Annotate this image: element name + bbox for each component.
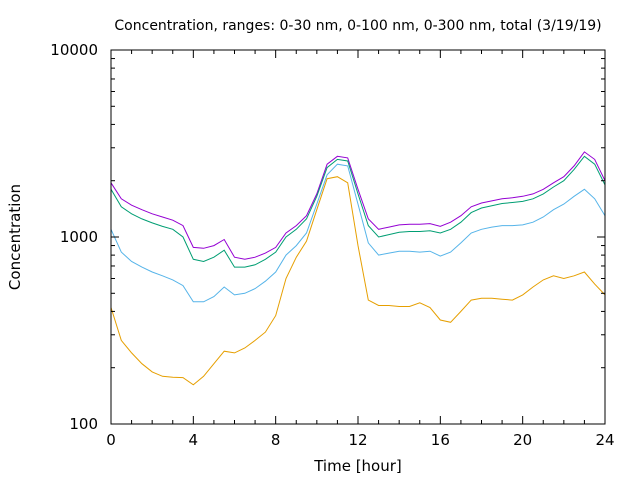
series-layer (110, 151, 606, 386)
x-tick-label: 12 (348, 431, 367, 449)
x-axis-label: Time [hour] (313, 457, 402, 475)
x-tick-label: 24 (595, 431, 614, 449)
x-tick-label: 0 (106, 431, 116, 449)
series-line-1 (110, 151, 606, 260)
x-tick-label: 20 (513, 431, 532, 449)
tick-layer: 0 4 8 12 16 20 24 100 1000 10000 (50, 41, 614, 449)
y-tick-label: 1000 (60, 228, 98, 246)
chart-title: Concentration, ranges: 0-30 nm, 0-100 nm… (114, 18, 601, 34)
series-line-4 (110, 176, 606, 386)
x-tick-label: 4 (189, 431, 199, 449)
plot-frame (110, 49, 606, 425)
series-line-2 (110, 155, 606, 268)
y-tick-label: 100 (69, 415, 98, 433)
series-line-3 (110, 163, 606, 303)
y-axis-label: Concentration (6, 184, 24, 290)
y-tick-label: 10000 (50, 41, 98, 59)
x-tick-label: 8 (271, 431, 281, 449)
x-tick-label: 16 (431, 431, 450, 449)
